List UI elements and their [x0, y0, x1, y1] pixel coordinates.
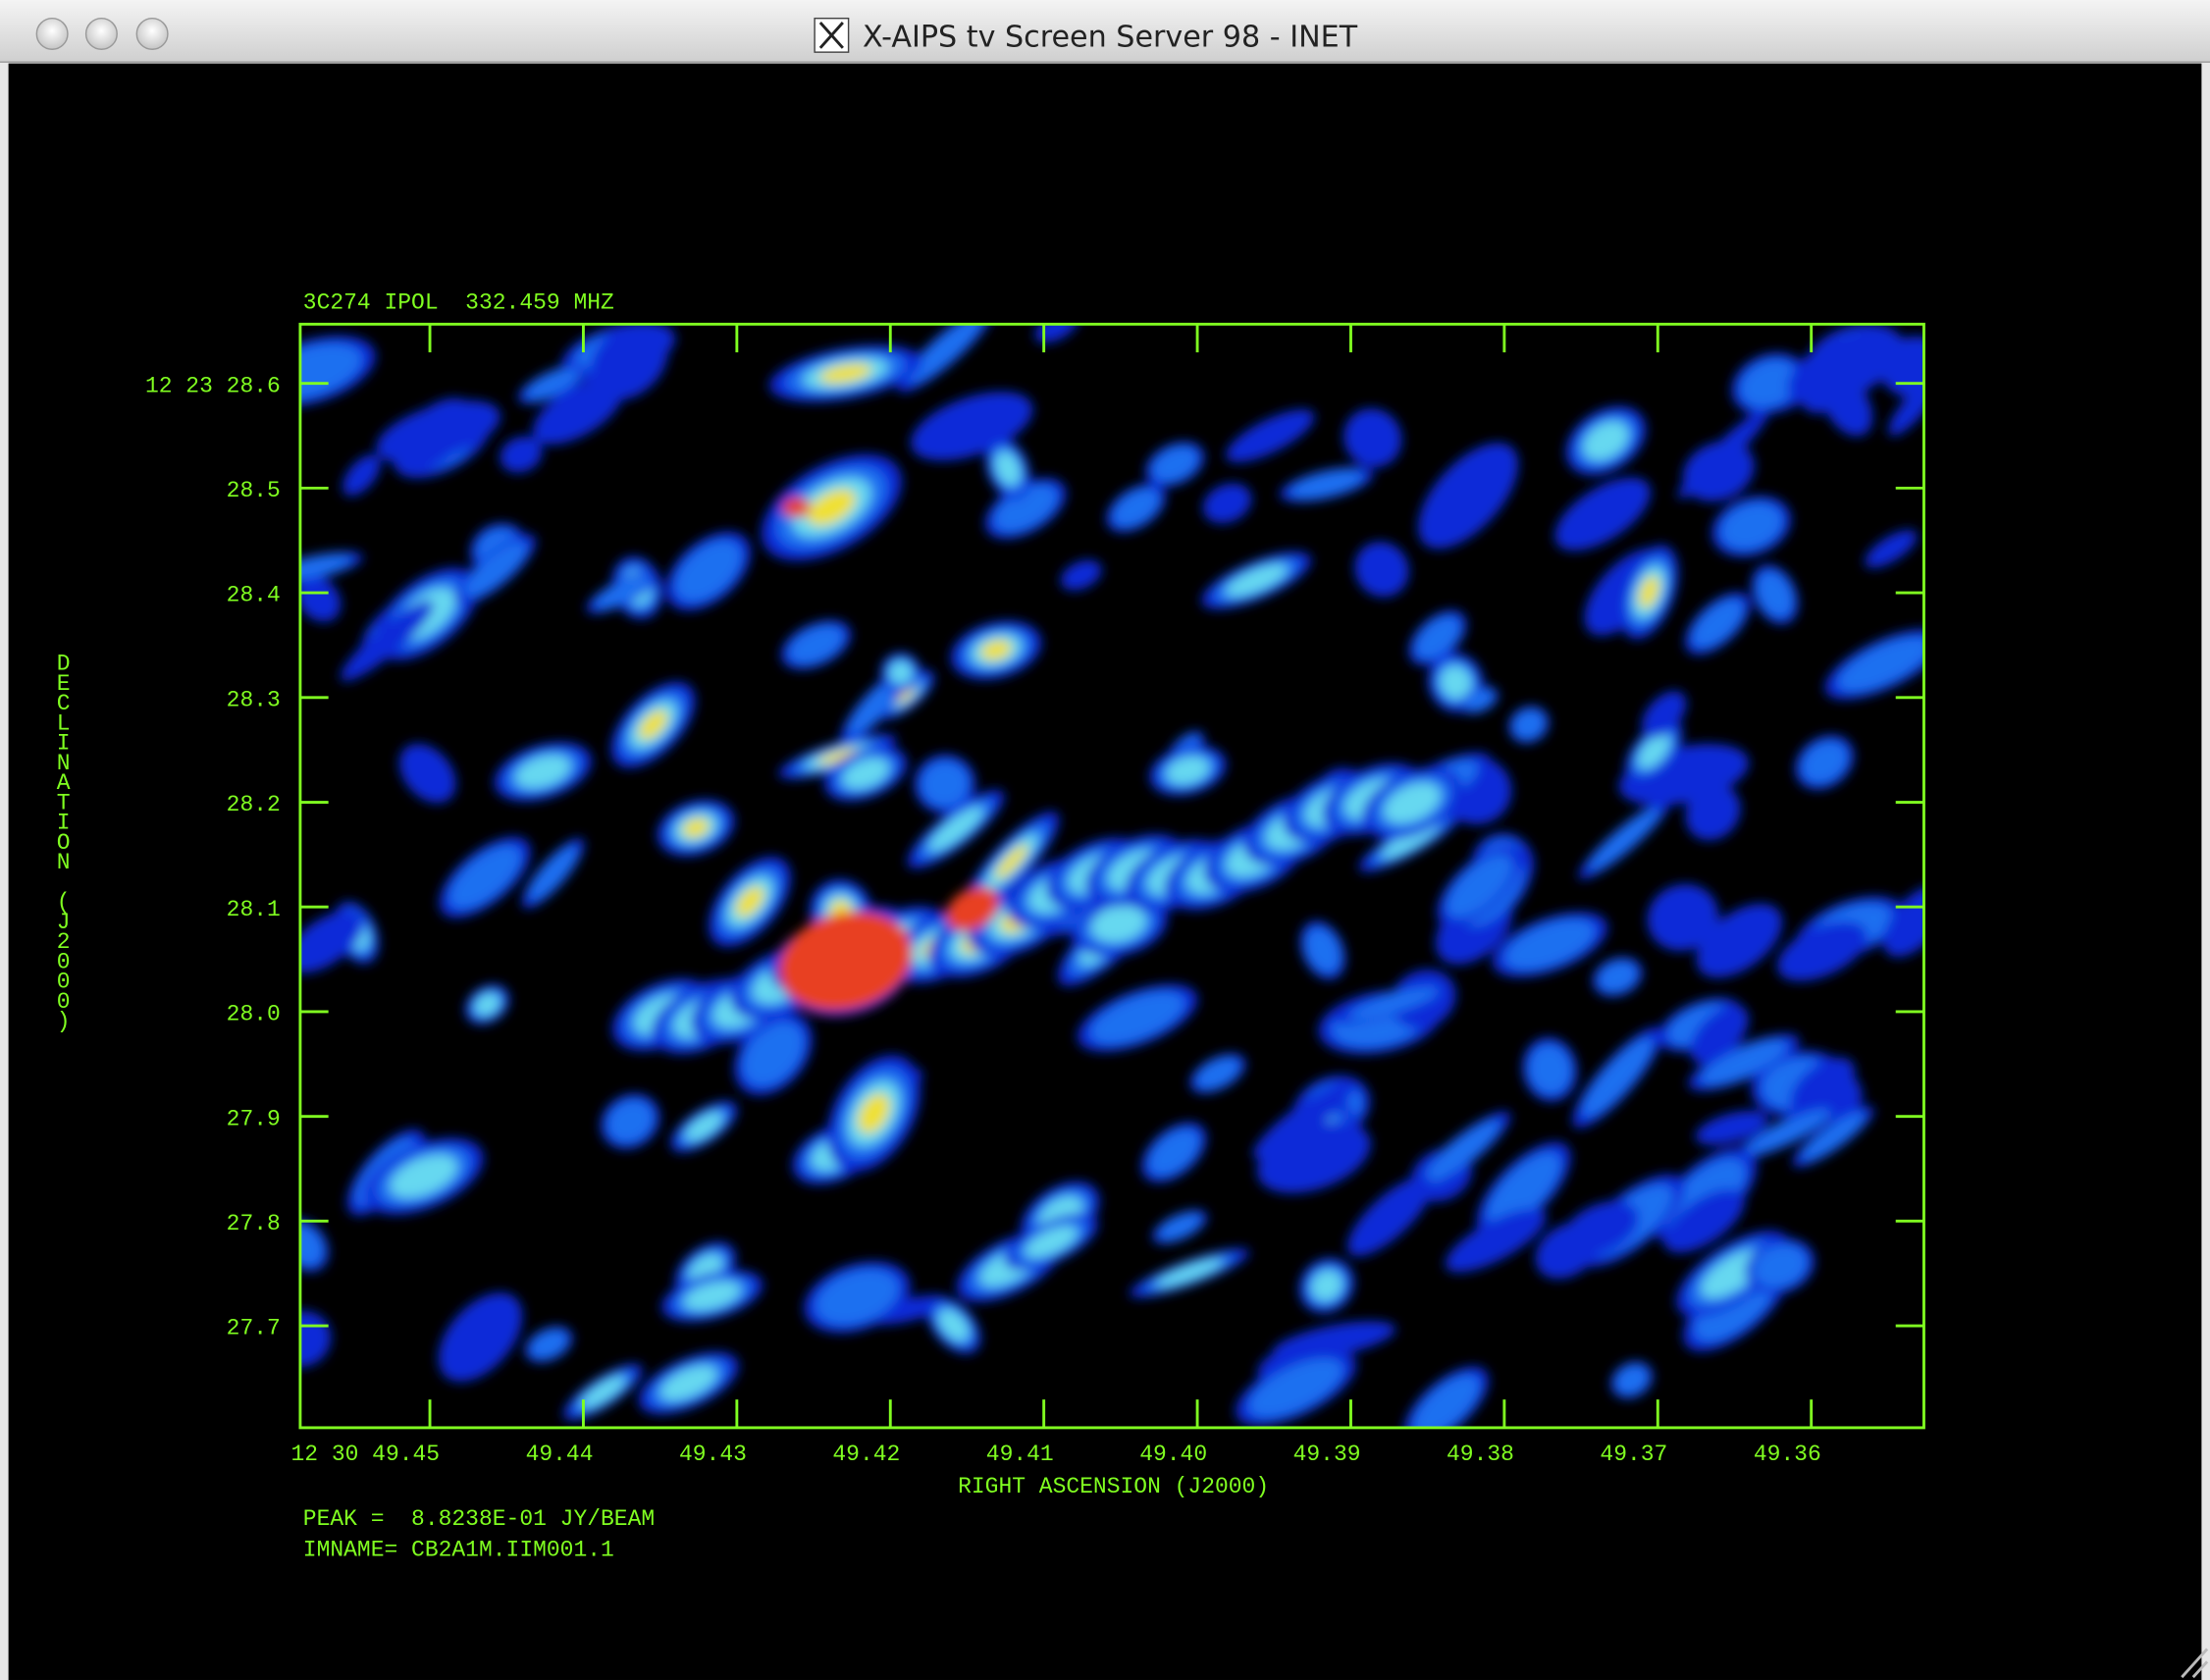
x-tick-label: 49.41 [986, 1442, 1054, 1467]
emission-blob [782, 498, 811, 517]
zoom-button[interactable] [136, 19, 168, 50]
x-axis-label: RIGHT ASCENSION (J2000) [958, 1474, 1269, 1499]
y-tick-label: 28.4 [227, 583, 281, 608]
y-tick-label: 28.1 [227, 897, 281, 922]
x-tick-label: 49.38 [1447, 1442, 1514, 1467]
minimize-button[interactable] [86, 19, 118, 50]
x-tick-label: 49.42 [832, 1442, 900, 1467]
y-tick-label: 27.9 [227, 1106, 281, 1131]
screenshot: X-AIPS tv Screen Server 98 - INET 3C274 … [0, 0, 2210, 1680]
y-tick-label: 27.7 [227, 1316, 281, 1341]
page: X-AIPS tv Screen Server 98 - INET 3C274 … [0, 0, 2210, 1680]
y-tick-label: 28.3 [227, 687, 281, 712]
x-tick-label: 49.37 [1600, 1442, 1667, 1467]
close-button[interactable] [36, 19, 68, 50]
window-title: X-AIPS tv Screen Server 98 - INET [863, 20, 1358, 54]
plot-header: 3C274 IPOL 332.459 MHZ [303, 290, 614, 316]
x-tick-label: 49.43 [679, 1442, 747, 1467]
x-tick-label: 12 30 49.45 [290, 1442, 440, 1467]
y-tick-label: 28.0 [227, 1002, 281, 1027]
y-tick-label: 28.2 [227, 792, 281, 817]
x-tick-label: 49.44 [526, 1442, 594, 1467]
image-name: IMNAME= CB2A1M.IIM001.1 [303, 1538, 614, 1563]
y-tick-label: 27.8 [227, 1211, 281, 1236]
y-tick-label: 12 23 28.6 [145, 373, 281, 398]
x-tick-label: 49.39 [1293, 1442, 1361, 1467]
x-icon [815, 19, 848, 52]
y-tick-label: 28.5 [227, 478, 281, 503]
x-tick-label: 49.36 [1754, 1442, 1821, 1467]
peak-info: PEAK = 8.8238E-01 JY/BEAM [303, 1506, 655, 1532]
x-tick-label: 49.40 [1139, 1442, 1207, 1467]
y-axis-label: DECLINATION (J2000) [51, 652, 77, 1033]
